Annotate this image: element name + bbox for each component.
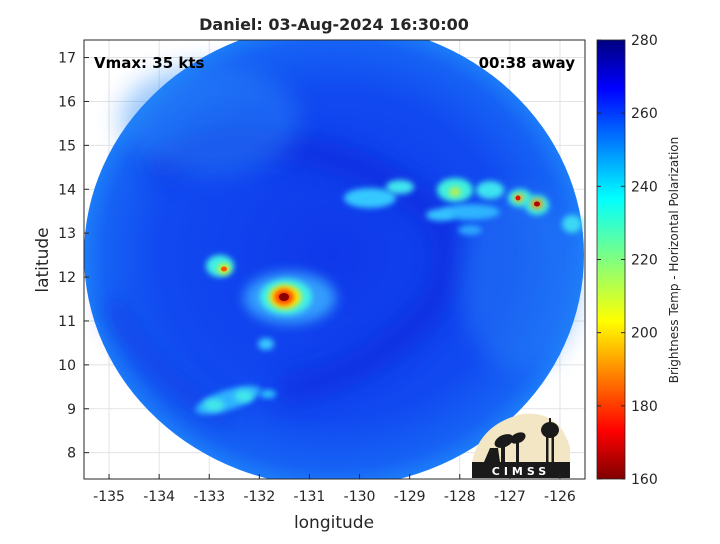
x-tick-label: -130 (344, 489, 376, 505)
y-tick-label: 9 (67, 402, 76, 418)
vmax-annotation: Vmax: 35 kts (94, 54, 204, 72)
x-tick-label: -133 (193, 489, 225, 505)
colorbar-tick-label: 180 (631, 399, 658, 415)
feature-band-north (344, 178, 582, 235)
y-tick-label: 8 (67, 446, 76, 462)
light-region-northwest (120, 65, 300, 175)
colorbar: 160 180 200 220 240 260 280 Brightness Temp - … (596, 33, 681, 488)
chart-title: Daniel: 03-Aug-2024 16:30:00 (199, 15, 469, 34)
x-tick-label: -134 (143, 489, 175, 505)
y-tick-label: 15 (58, 138, 76, 154)
x-tick-label: -128 (444, 489, 476, 505)
colorbar-tick-label: 280 (631, 33, 658, 49)
colorbar-tick-label: 260 (631, 106, 658, 122)
x-tick-label: -127 (494, 489, 526, 505)
time-offset-annotation: 00:38 away (479, 54, 576, 72)
colorbar-tick-label: 240 (631, 179, 658, 195)
feature-small-cell (258, 338, 274, 350)
y-axis-label: latitude (33, 227, 53, 292)
x-tick-label: -131 (294, 489, 326, 505)
y-tick-label: 13 (58, 226, 76, 242)
colorbar-ticks: 160 180 200 220 240 260 280 (597, 33, 658, 488)
x-tick-label: -126 (544, 489, 576, 505)
y-tick-label: 10 (58, 358, 76, 374)
colorbar-label: Brightness Temp - Horizontal Polarizatio… (667, 137, 681, 384)
y-tick-label: 11 (58, 314, 76, 330)
y-tick-label: 16 (58, 94, 76, 110)
x-tick-label: -135 (93, 489, 125, 505)
colorbar-tick-label: 160 (631, 472, 658, 488)
light-region-east (460, 190, 580, 370)
x-tick-label: -129 (394, 489, 426, 505)
feature-outer-band-west (206, 255, 234, 277)
colorbar-gradient (596, 39, 626, 480)
y-tick-label: 14 (58, 182, 76, 198)
y-tick-label: 17 (58, 51, 76, 67)
logo-text: CIMSS (492, 465, 550, 478)
feature-eye (244, 272, 336, 324)
colorbar-tick-label: 220 (631, 253, 658, 269)
x-tick-label: -132 (243, 489, 275, 505)
swath-imagery (84, 40, 584, 479)
logo-base-bar (472, 462, 570, 478)
axes-box (83, 39, 586, 480)
colorbar-tick-label: 200 (631, 326, 658, 342)
cimss-logo: CIMSS (472, 413, 570, 478)
x-axis-label: longitude (294, 513, 374, 533)
axes: -135 -134 -133 -132 -131 -130 -129 -128 -127 -126… (58, 39, 586, 505)
feature-band-south (195, 385, 276, 415)
y-tick-label: 12 (58, 270, 76, 286)
